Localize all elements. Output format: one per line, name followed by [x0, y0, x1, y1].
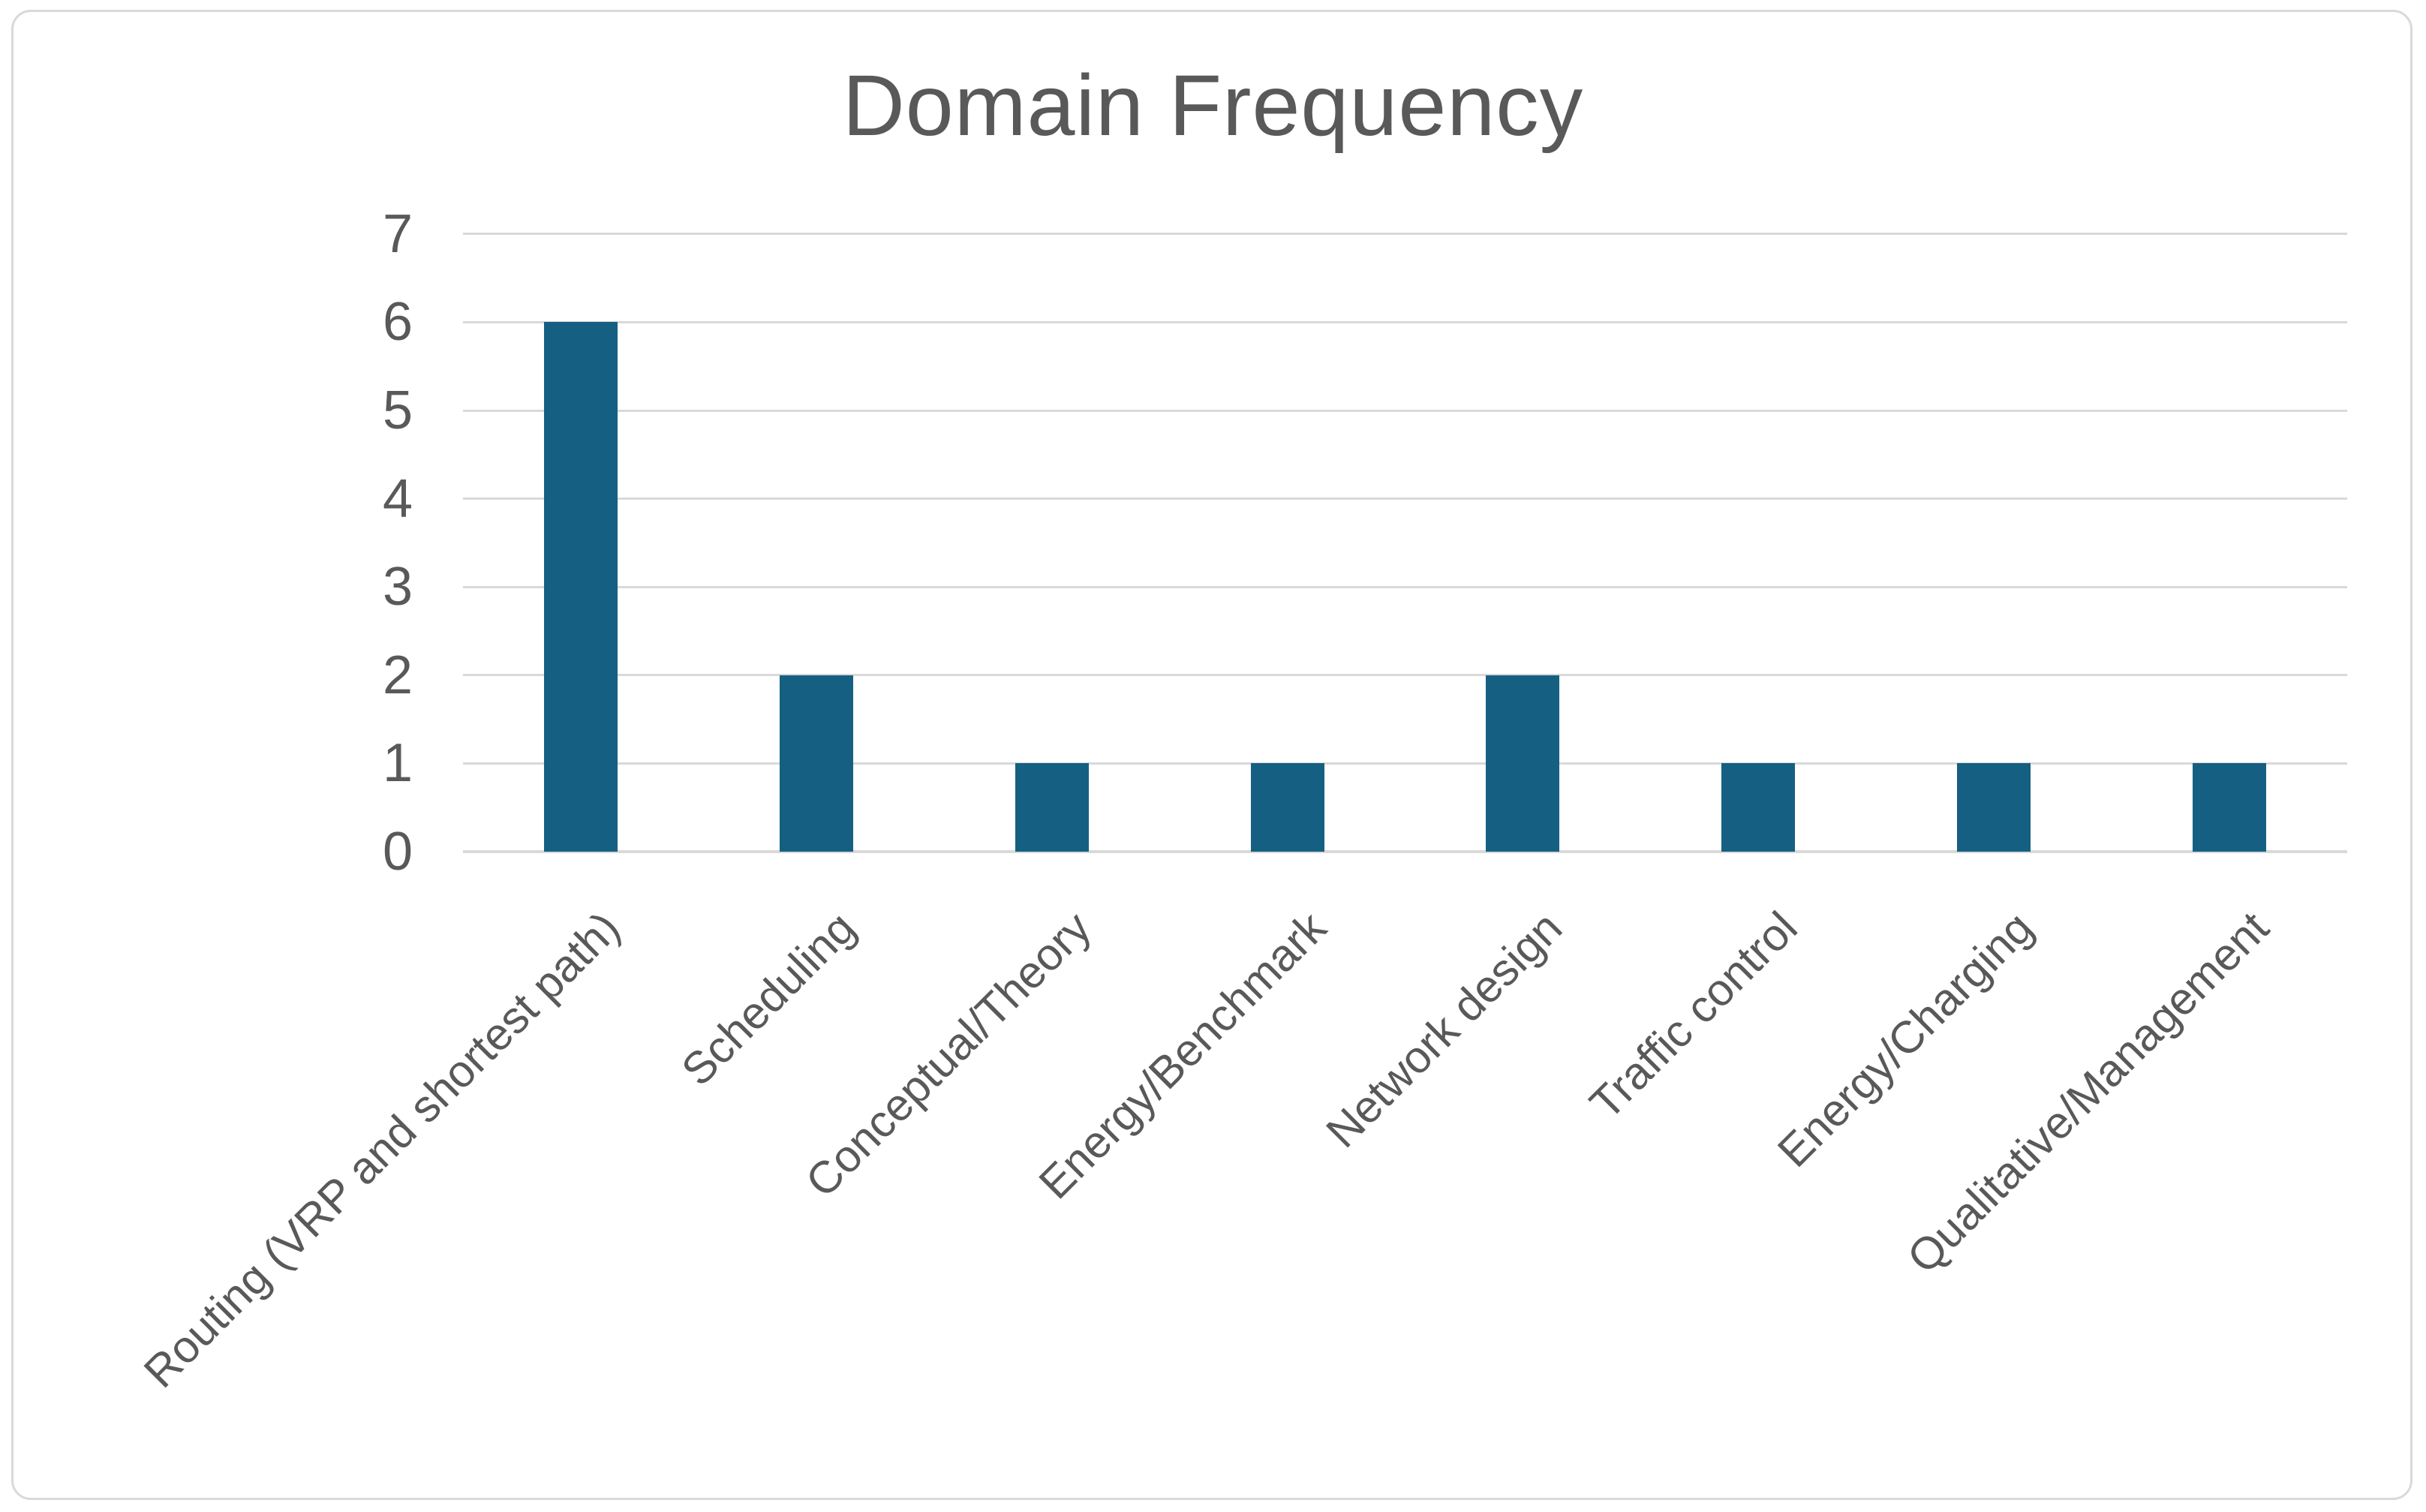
chart-title: Domain Frequency	[842, 58, 1584, 154]
y-tick-label-4: 4	[382, 468, 413, 529]
bar-network-design	[1486, 675, 1560, 852]
y-tick-label-5: 5	[382, 380, 413, 440]
y-tick-label-7: 7	[382, 203, 413, 264]
x-axis-line	[463, 850, 2347, 853]
bar-scheduling	[779, 675, 853, 852]
bar-energy-benchmark	[1250, 763, 1324, 852]
bar-conceptual-theory	[1015, 763, 1089, 852]
bar-qualitative-management	[2193, 763, 2267, 852]
y-tick-label-3: 3	[382, 557, 413, 618]
gridline-1	[463, 762, 2347, 765]
y-tick-label-2: 2	[382, 645, 413, 705]
y-tick-label-1: 1	[382, 733, 413, 794]
x-category-label-1: Routing (VRP and shortest path)	[134, 902, 630, 1398]
x-category-label-7: Energy/Charging	[1768, 902, 2043, 1177]
gridline-5	[463, 409, 2347, 412]
bar-traffic-control	[1721, 763, 1796, 852]
x-category-label-6: Traffic control	[1580, 902, 1807, 1129]
bar-energy-charging	[1957, 763, 2031, 852]
gridline-6	[463, 320, 2347, 323]
x-category-label-5: Network design	[1316, 902, 1572, 1158]
chart-frame-border	[11, 10, 2412, 1500]
y-tick-label-0: 0	[382, 822, 413, 882]
gridline-2	[463, 674, 2347, 677]
bar-routing-vrp-and-shortest-path	[543, 322, 618, 852]
gridline-7	[463, 233, 2347, 236]
x-category-label-2: Scheduling	[672, 902, 865, 1096]
gridline-3	[463, 585, 2347, 588]
y-tick-label-6: 6	[382, 292, 413, 353]
gridline-4	[463, 497, 2347, 500]
